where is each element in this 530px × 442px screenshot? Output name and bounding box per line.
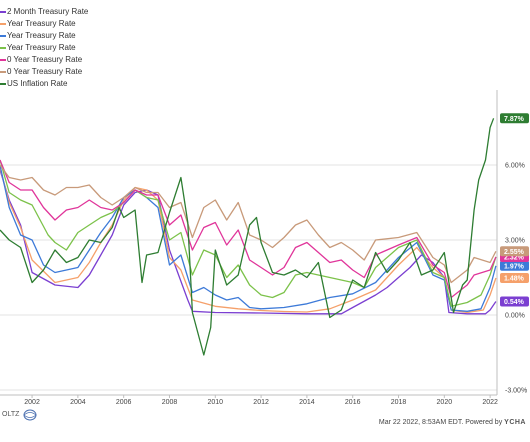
end-label-text: 1.48% bbox=[504, 276, 525, 283]
x-tick-label: 2012 bbox=[253, 399, 269, 406]
end-label-badge bbox=[500, 113, 529, 124]
legend-label: Year Treasury Rate bbox=[7, 19, 76, 28]
legend-item[interactable]: Year Treasury Rate bbox=[0, 42, 88, 54]
series-lines bbox=[0, 118, 497, 356]
legend-label: 0 Year Treasury Rate bbox=[7, 67, 83, 76]
legend-swatch bbox=[0, 59, 6, 61]
x-tick-label: 2004 bbox=[70, 399, 86, 406]
brand-logo: OLTZ bbox=[2, 411, 19, 418]
series-line bbox=[0, 159, 497, 299]
globe-logo-icon bbox=[23, 409, 37, 421]
legend-label: 0 Year Treasury Rate bbox=[7, 55, 83, 64]
end-label-text: 7.87% bbox=[504, 116, 525, 123]
y-tick-label: 0.00% bbox=[505, 313, 525, 320]
series-line bbox=[0, 118, 495, 356]
legend-item[interactable]: Year Treasury Rate bbox=[0, 18, 88, 30]
y-tick-label: -3.00% bbox=[505, 388, 527, 395]
end-label-text: 0.54% bbox=[504, 299, 525, 306]
x-tick-label: 2014 bbox=[299, 399, 315, 406]
legend-label: 2 Month Treasury Rate bbox=[7, 7, 89, 16]
x-tick-label: 2010 bbox=[208, 399, 224, 406]
legend-item[interactable]: US Inflation Rate bbox=[0, 78, 88, 90]
series-line bbox=[0, 164, 497, 312]
legend-item[interactable]: Year Treasury Rate bbox=[0, 30, 88, 42]
x-tick-label: 2006 bbox=[116, 399, 132, 406]
end-label-badge bbox=[500, 260, 529, 271]
x-tick-label: 2018 bbox=[391, 399, 407, 406]
series-line bbox=[0, 167, 497, 314]
legend: 2 Month Treasury Rate Year Treasury Rate… bbox=[0, 6, 88, 90]
series-line bbox=[0, 164, 497, 284]
end-label: 1.48% bbox=[500, 273, 529, 283]
x-tick-label: 2008 bbox=[162, 399, 178, 406]
x-tick-label: 2016 bbox=[345, 399, 361, 406]
x-tick-label: 2002 bbox=[24, 399, 40, 406]
grid-lines bbox=[0, 164, 497, 391]
legend-item[interactable]: 2 Month Treasury Rate bbox=[0, 6, 88, 18]
footer-timestamp: Mar 22 2022, 8:53AM EDT. Powered by YCHA bbox=[379, 419, 526, 426]
legend-swatch bbox=[0, 23, 6, 25]
end-label: 7.87% bbox=[500, 113, 529, 124]
legend-swatch bbox=[0, 83, 6, 85]
end-label-badge bbox=[500, 246, 529, 257]
legend-swatch bbox=[0, 71, 6, 73]
ycharts-brand[interactable]: YCHA bbox=[504, 419, 526, 426]
legend-swatch bbox=[0, 11, 6, 13]
brand-text: OLTZ bbox=[2, 411, 20, 418]
end-label-text: 1.97% bbox=[504, 263, 525, 270]
legend-item[interactable]: 0 Year Treasury Rate bbox=[0, 66, 88, 78]
legend-label: US Inflation Rate bbox=[7, 79, 68, 88]
end-label: 2.55% bbox=[500, 246, 529, 257]
x-axis: 2002 2004 2006 2008 2010 2012 2014 2016 2018 2020… bbox=[0, 90, 498, 406]
y-tick-label: 6.00% bbox=[505, 163, 525, 170]
end-label-text: 2.32% bbox=[504, 255, 525, 262]
x-tick-label: 2020 bbox=[437, 399, 453, 406]
legend-label: Year Treasury Rate bbox=[7, 31, 76, 40]
end-label-text: 2.55% bbox=[504, 249, 525, 256]
y-axis: -3.00% 0.00% 3.00% 6.00% bbox=[505, 163, 527, 395]
legend-swatch bbox=[0, 47, 6, 49]
end-label: 1.97% bbox=[500, 260, 529, 271]
end-label: 0.54% bbox=[500, 296, 529, 307]
end-label-badge bbox=[500, 296, 529, 307]
x-tick-label: 2022 bbox=[482, 399, 498, 406]
legend-item[interactable]: 0 Year Treasury Rate bbox=[0, 54, 88, 66]
timestamp-text: Mar 22 2022, 8:53AM EDT. Powered by bbox=[378, 419, 505, 426]
series-line bbox=[0, 159, 497, 307]
end-label-badge bbox=[500, 273, 529, 283]
y-tick-label: 3.00% bbox=[505, 238, 525, 245]
legend-swatch bbox=[0, 35, 6, 37]
end-labels: 0.54%1.48%1.97%2.33%2.32%2.55%7.87% bbox=[500, 113, 529, 307]
series-line bbox=[0, 169, 497, 315]
legend-label: Year Treasury Rate bbox=[7, 43, 76, 52]
